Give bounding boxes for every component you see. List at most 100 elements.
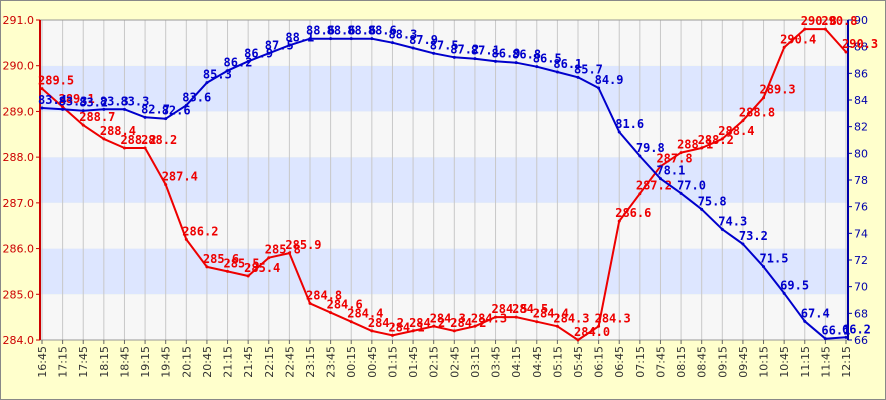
humidity-data-label: 87.2 <box>450 42 479 56</box>
pressure-data-label: 289.1 <box>59 92 95 106</box>
humidity-point <box>246 59 250 63</box>
plot-band <box>40 157 848 203</box>
pressure-data-label: 288.8 <box>739 106 775 120</box>
pressure-point <box>576 338 580 342</box>
x-axis-tick-label: 18:15 <box>98 346 111 378</box>
humidity-point <box>349 37 353 41</box>
humidity-data-label: 85.3 <box>203 68 232 82</box>
humidity-data-label: 81.6 <box>615 117 644 131</box>
humidity-point <box>555 70 559 74</box>
pressure-point <box>308 301 312 305</box>
right-axis-tick-label: 74 <box>854 227 868 240</box>
left-axis-tick-label: 288.0 <box>3 151 35 164</box>
right-axis-tick-label: 70 <box>854 281 868 294</box>
plot-band <box>40 294 848 340</box>
pressure-data-label: 284.5 <box>512 302 548 316</box>
humidity-data-label: 83.4 <box>38 93 67 107</box>
x-axis-tick-label: 19:15 <box>139 346 152 378</box>
pressure-point <box>597 324 601 328</box>
x-axis-tick-label: 07:15 <box>634 346 647 378</box>
x-axis-tick-label: 22:15 <box>263 346 276 378</box>
pressure-point <box>246 274 250 278</box>
humidity-data-label: 74.3 <box>718 214 747 228</box>
x-axis-tick-label: 11:45 <box>819 346 832 378</box>
pressure-data-label: 286.6 <box>615 206 651 220</box>
humidity-data-label: 83.6 <box>182 90 211 104</box>
right-axis-tick-label: 90 <box>854 14 868 27</box>
pressure-point <box>349 320 353 324</box>
right-axis-tick-label: 86 <box>854 67 868 80</box>
pressure-point <box>741 119 745 123</box>
pressure-point <box>143 146 147 150</box>
humidity-data-label: 83.3 <box>120 94 149 108</box>
pressure-data-label: 284.5 <box>492 302 528 316</box>
pressure-point <box>452 329 456 333</box>
plot-band <box>40 111 848 158</box>
humidity-point <box>535 65 539 69</box>
right-axis-tick-label: 68 <box>854 307 868 320</box>
x-axis-tick-label: 04:45 <box>531 346 544 378</box>
pressure-point <box>823 27 827 31</box>
pressure-data-label: 288.4 <box>100 124 136 138</box>
plot-band <box>40 20 848 66</box>
right-axis-tick-label: 78 <box>854 174 868 187</box>
x-axis-tick-label: 04:15 <box>510 346 523 378</box>
pressure-point <box>617 219 621 223</box>
pressure-data-label: 284.2 <box>368 316 404 330</box>
humidity-point <box>473 57 477 61</box>
pressure-data-label: 284.3 <box>553 311 589 325</box>
pressure-data-label: 288.4 <box>718 124 754 138</box>
x-axis-tick-label: 21:15 <box>222 346 235 378</box>
humidity-point <box>287 43 291 47</box>
pressure-data-label: 286.2 <box>182 224 218 238</box>
humidity-point <box>205 81 209 85</box>
humidity-point <box>720 227 724 231</box>
humidity-data-label: 83.3 <box>59 94 88 108</box>
x-axis-tick-label: 16:45 <box>36 346 49 378</box>
humidity-data-label: 77.0 <box>677 178 706 192</box>
pressure-data-label: 284.6 <box>327 298 363 312</box>
humidity-point <box>122 107 126 111</box>
humidity-data-label: 87.5 <box>430 38 459 52</box>
humidity-data-label: 71.5 <box>760 252 789 266</box>
pressure-data-label: 284.1 <box>388 320 424 334</box>
humidity-data-label: 88.3 <box>388 28 417 42</box>
humidity-point <box>184 103 188 107</box>
right-axis-tick-label: 76 <box>854 201 868 214</box>
humidity-point <box>741 242 745 246</box>
humidity-data-label: 73.2 <box>739 229 768 243</box>
pressure-data-label: 284.4 <box>533 307 569 321</box>
pressure-point <box>720 137 724 141</box>
humidity-point <box>267 51 271 55</box>
humidity-point <box>700 207 704 211</box>
right-axis-tick-label: 66 <box>854 334 868 347</box>
humidity-data-label: 83.3 <box>100 94 129 108</box>
left-axis-tick-label: 289.0 <box>3 105 35 118</box>
humidity-point <box>844 335 848 339</box>
humidity-point <box>782 291 786 295</box>
humidity-point <box>61 107 65 111</box>
pressure-data-label: 287.8 <box>656 151 692 165</box>
pressure-data-label: 290.8 <box>801 14 837 28</box>
humidity-data-label: 87.5 <box>265 38 294 52</box>
right-axis-tick-label: 88 <box>854 41 868 54</box>
right-axis-tick-label: 84 <box>854 94 868 107</box>
x-axis-tick-label: 12:15 <box>840 346 853 378</box>
pressure-data-label: 288.1 <box>677 138 713 152</box>
x-axis-tick-label: 07:45 <box>654 346 667 378</box>
humidity-point <box>617 130 621 134</box>
humidity-data-label: 86.1 <box>553 57 582 71</box>
humidity-data-label: 83.2 <box>79 96 108 110</box>
x-axis-tick-label: 09:15 <box>716 346 729 378</box>
pressure-data-label: 284.2 <box>409 316 445 330</box>
x-axis-tick-label: 08:45 <box>696 346 709 378</box>
pressure-data-label: 288.7 <box>79 110 115 124</box>
humidity-data-label: 86.9 <box>244 46 273 60</box>
humidity-data-label: 88.6 <box>306 24 335 38</box>
left-axis-tick-label: 286.0 <box>3 243 35 256</box>
pressure-data-label: 290.8 <box>821 14 857 28</box>
humidity-point <box>102 107 106 111</box>
humidity-point <box>576 75 580 79</box>
humidity-point <box>164 117 168 121</box>
